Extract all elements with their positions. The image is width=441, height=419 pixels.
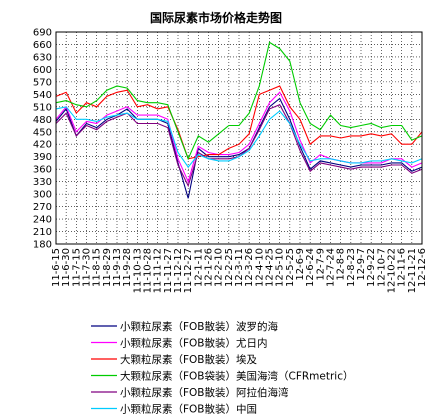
series-line-4 (55, 41, 423, 161)
x-tick-label: 12-8-8 (336, 248, 347, 281)
x-tick-label: 11-7-15 (71, 248, 82, 287)
series-line-6 (55, 106, 423, 169)
x-tick-label: 12-2-25 (224, 248, 235, 287)
legend-label: 小颗粒尿素（FOB散装）阿拉伯海湾 (120, 386, 289, 399)
x-tick-label: 12-11-21 (407, 248, 418, 293)
x-tick-label: 12-5-25 (285, 248, 296, 287)
y-tick-label: 360 (33, 165, 52, 176)
y-tick-label: 420 (33, 140, 52, 151)
x-tick-label: 11-9-28 (122, 248, 133, 287)
y-tick-label: 570 (33, 77, 52, 88)
x-tick-label: 12-5-10 (275, 248, 286, 287)
x-tick-label: 11-11-27 (163, 248, 174, 293)
y-tick-label: 240 (33, 215, 52, 226)
chart-title: 国际尿素市场价格走势图 (150, 10, 282, 25)
legend-label: 小颗粒尿素（FOB散装）中国 (120, 403, 257, 416)
y-tick-label: 690 (33, 28, 52, 39)
x-tick-label: 11-7-30 (82, 248, 93, 287)
x-tick-label: 12-7-24 (326, 248, 337, 287)
x-tick-label: 12-10-22 (387, 248, 398, 293)
series-line-2 (55, 91, 423, 184)
x-tick-label: 12-8-23 (346, 248, 357, 287)
y-tick-label: 600 (33, 65, 52, 76)
plot-frame (55, 31, 423, 245)
y-tick-label: 300 (33, 190, 52, 201)
y-tick-label: 630 (33, 52, 52, 63)
legend-label: 大颗粒尿素（FOB散装）埃及 (120, 353, 258, 366)
y-tick-label: 180 (33, 240, 52, 251)
y-tick-label: 330 (33, 177, 52, 188)
x-axis-ticks: 11-6-15 11-6-30 11-7-15 11-7-30 11-8-15 11-8-… (51, 248, 428, 293)
x-tick-label: 12-9-7 (356, 248, 367, 281)
x-tick-label: 12-2-10 (214, 248, 225, 287)
x-tick-label: 12-10-7 (376, 248, 387, 287)
x-tick-label: 11-6-15 (51, 248, 62, 287)
x-tick-label: 11-11-12 (153, 248, 164, 293)
series-line-3 (55, 85, 423, 160)
x-tick-label: 11-12-12 (173, 248, 184, 293)
x-tick-label: 12-4-25 (265, 248, 276, 287)
legend-label: 大颗粒尿素（FOB袋装）美国海湾（CFRmetric） (120, 370, 354, 383)
legend-label: 小颗粒尿素（FOB散装）尤日内 (120, 337, 268, 350)
x-tick-label: 12-6-9 (295, 248, 306, 281)
x-tick-label: 11-12-27 (183, 248, 194, 293)
y-tick-label: 480 (33, 115, 52, 126)
x-tick-label: 12-11-6 (397, 248, 408, 287)
series-lines (55, 41, 423, 199)
x-tick-label: 12-12-6 (417, 248, 428, 287)
y-tick-label: 540 (33, 90, 52, 101)
x-tick-label: 11-10-13 (132, 248, 143, 293)
x-tick-label: 12-3-26 (244, 248, 255, 287)
x-tick-label: 12-1-26 (204, 248, 215, 287)
grid (55, 31, 423, 245)
y-tick-label: 210 (33, 227, 52, 238)
x-tick-label: 12-1-11 (193, 248, 204, 287)
x-tick-label: 12-7-9 (315, 248, 326, 281)
legend-label: 小颗粒尿素（FOB散装）波罗的海 (120, 320, 279, 333)
x-tick-label: 11-6-30 (61, 248, 72, 287)
x-tick-label: 12-4-10 (254, 248, 265, 287)
y-tick-label: 390 (33, 152, 52, 163)
y-tick-label: 510 (33, 102, 52, 113)
y-tick-label: 270 (33, 202, 52, 213)
x-tick-label: 11-8-15 (92, 248, 103, 287)
x-tick-label: 12-3-11 (234, 248, 245, 287)
y-tick-label: 660 (33, 40, 52, 51)
y-tick-label: 450 (33, 127, 52, 138)
x-tick-label: 11-10-28 (143, 248, 154, 293)
x-tick-label: 11-9-13 (112, 248, 123, 287)
legend: 小颗粒尿素（FOB散装）波罗的海小颗粒尿素（FOB散装）尤日内大颗粒尿素（FOB… (91, 320, 354, 416)
x-tick-label: 11-8-29 (102, 248, 113, 287)
x-tick-label: 12-9-22 (366, 248, 377, 287)
x-tick-label: 12-6-24 (305, 248, 316, 287)
